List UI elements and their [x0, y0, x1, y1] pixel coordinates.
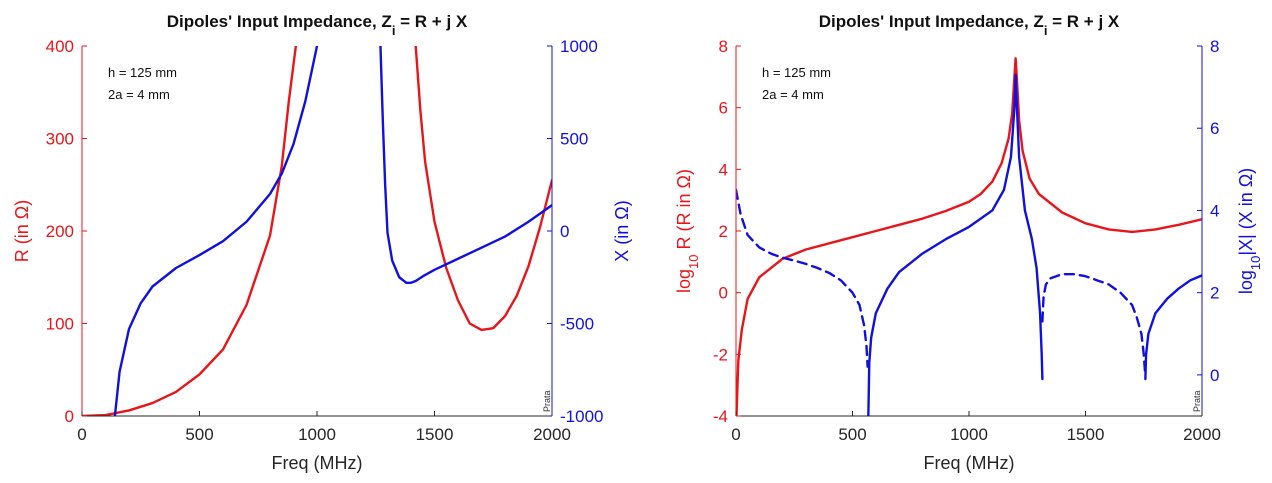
series-group: [736, 58, 1202, 416]
y-right-tick-label: 6: [1210, 119, 1219, 138]
y-left-tick-label: -2: [713, 345, 728, 364]
y-right-tick-label: 1000: [560, 37, 598, 56]
credit-text: Prata: [542, 390, 552, 412]
annotation-text: 2a = 4 mm: [762, 87, 824, 102]
x-tick-label: 1000: [298, 425, 336, 444]
y-left-tick-label: 2: [719, 222, 728, 241]
series-line-right-3: [1042, 274, 1145, 371]
y-left-axis-label: R (in Ω): [12, 200, 32, 262]
y-left-tick-label: 0: [65, 407, 74, 426]
series-line-left-0: [736, 58, 1202, 416]
y-left-tick-label: -4: [713, 407, 728, 426]
y-left-tick-label: 0: [719, 284, 728, 303]
y-right-tick-label: 8: [1210, 37, 1219, 56]
y-right-tick-label: -1000: [560, 407, 603, 426]
right-chart-panel: 0 500 1000 1500 2000 -4 -2 0 2 4 6 8 0 2 4 6 8 Dipoles' I…: [674, 12, 1263, 473]
y-right-tick-label: 0: [1210, 366, 1219, 385]
x-tick-label: 1500: [1067, 425, 1105, 444]
annotation-text: h = 125 mm: [108, 65, 177, 80]
y-left-tick-label: 4: [719, 160, 728, 179]
chart-title: Dipoles' Input Impedance, Zi = R + j X: [167, 12, 468, 38]
annotation-text: 2a = 4 mm: [108, 87, 170, 102]
series-line-left-1: [416, 46, 552, 330]
annotation-text: h = 125 mm: [762, 65, 831, 80]
x-tick-label: 1000: [950, 425, 988, 444]
y-right-tick-label: -500: [560, 315, 594, 334]
x-tick-label: 500: [838, 425, 866, 444]
y-right-tick-label: 500: [560, 130, 588, 149]
series-line-right-2: [868, 75, 1042, 416]
x-tick-label: 2000: [533, 425, 571, 444]
y-left-tick-label: 400: [46, 37, 74, 56]
x-tick-label: 2000: [1183, 425, 1221, 444]
x-tick-label: 0: [77, 425, 86, 444]
y-right-tick-label: 2: [1210, 284, 1219, 303]
x-tick-label: 500: [185, 425, 213, 444]
x-tick-label: 1500: [416, 425, 454, 444]
x-axis-label: Freq (MHz): [924, 453, 1015, 473]
x-axis-label: Freq (MHz): [272, 453, 363, 473]
left-chart-panel: 0 500 1000 1500 2000 0 100 200 300 400 -1000 -500 0 5…: [12, 12, 632, 473]
y-left-tick-label: 8: [719, 37, 728, 56]
x-tick-label: 0: [731, 425, 740, 444]
y-left-tick-label: 300: [46, 130, 74, 149]
y-left-tick-label: 200: [46, 222, 74, 241]
y-right-tick-label: 4: [1210, 201, 1219, 220]
series-line-right-1: [736, 190, 868, 367]
y-left-tick-label: 6: [719, 99, 728, 118]
y-left-tick-label: 100: [46, 315, 74, 334]
y-right-tick-label: 0: [560, 222, 569, 241]
series-line-right-4: [1145, 275, 1202, 379]
y-right-axis-label: X (in Ω): [612, 200, 632, 261]
series-line-right-3: [380, 46, 552, 283]
credit-text: Prata: [1192, 390, 1202, 412]
chart-title: Dipoles' Input Impedance, Zi = R + j X: [819, 12, 1120, 38]
y-left-axis-label: log10 R (R in Ω): [674, 169, 701, 293]
y-right-axis-label: log10|X| (X in Ω): [1236, 168, 1263, 294]
